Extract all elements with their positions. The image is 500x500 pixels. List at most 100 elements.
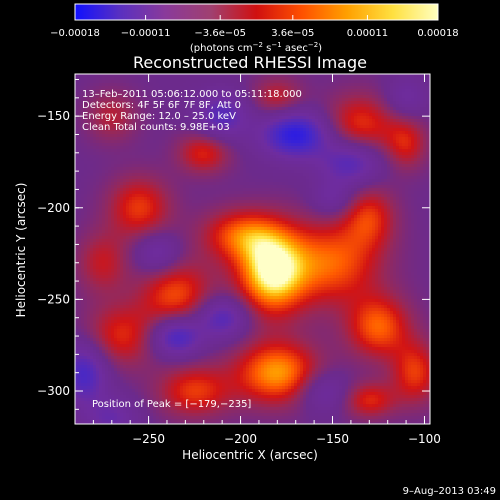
heatmap-cell xyxy=(186,92,190,96)
heatmap-cell xyxy=(90,353,94,357)
heatmap-cell xyxy=(90,83,94,87)
heatmap-cell xyxy=(183,191,187,195)
heatmap-cell xyxy=(174,353,178,357)
heatmap-cell xyxy=(171,380,175,384)
heatmap-cell xyxy=(132,89,136,93)
heatmap-cell xyxy=(198,101,202,105)
heatmap-cell xyxy=(99,254,103,258)
heatmap-cell xyxy=(141,86,145,90)
heatmap-cell xyxy=(162,122,166,126)
heatmap-cell xyxy=(141,389,145,393)
heatmap-cell xyxy=(126,77,130,81)
heatmap-cell xyxy=(105,320,109,324)
heatmap-cell xyxy=(192,386,196,390)
heatmap-cell xyxy=(99,314,103,318)
heatmap-cell xyxy=(159,251,163,255)
heatmap-cell xyxy=(105,95,109,99)
heatmap-cell xyxy=(189,170,193,174)
heatmap-cell xyxy=(81,287,85,291)
heatmap-cell xyxy=(84,296,88,300)
heatmap-cell xyxy=(201,227,205,231)
heatmap-cell xyxy=(123,416,127,420)
heatmap-cell xyxy=(132,248,136,252)
heatmap-cell xyxy=(162,158,166,162)
heatmap-cell xyxy=(78,227,82,231)
heatmap-cell xyxy=(156,98,160,102)
heatmap-cell xyxy=(120,209,124,213)
heatmap-cell xyxy=(81,395,85,399)
heatmap-cell xyxy=(165,413,169,417)
heatmap-cell xyxy=(189,140,193,144)
heatmap-cell xyxy=(159,299,163,303)
heatmap-cell xyxy=(90,149,94,153)
heatmap-cell xyxy=(117,146,121,150)
heatmap-cell xyxy=(96,221,100,225)
heatmap-cell xyxy=(189,314,193,318)
heatmap-cell xyxy=(90,146,94,150)
heatmap-cell xyxy=(123,185,127,189)
heatmap-cell xyxy=(138,335,142,339)
heatmap-cell xyxy=(144,347,148,351)
heatmap-cell xyxy=(177,320,181,324)
heatmap-cell xyxy=(84,404,88,408)
heatmap-cell xyxy=(132,122,136,126)
heatmap-cell xyxy=(147,311,151,315)
heatmap-cell xyxy=(126,329,130,333)
heatmap-cell xyxy=(96,173,100,177)
heatmap-cell xyxy=(186,386,190,390)
heatmap-cell xyxy=(144,104,148,108)
heatmap-cell xyxy=(126,332,130,336)
heatmap-cell xyxy=(165,164,169,168)
heatmap-cell xyxy=(174,89,178,93)
heatmap-cell xyxy=(75,143,79,147)
heatmap-cell xyxy=(123,233,127,237)
heatmap-cell xyxy=(156,413,160,417)
heatmap-cell xyxy=(90,398,94,402)
heatmap-cell xyxy=(87,125,91,129)
heatmap-cell xyxy=(93,311,97,315)
heatmap-cell xyxy=(177,131,181,135)
heatmap-cell xyxy=(90,317,94,321)
heatmap-cell xyxy=(183,239,187,243)
heatmap-cell xyxy=(153,293,157,297)
heatmap-cell xyxy=(150,419,154,423)
heatmap-cell xyxy=(138,407,142,411)
heatmap-cell xyxy=(177,314,181,318)
heatmap-cell xyxy=(90,410,94,414)
heatmap-cell xyxy=(201,158,205,162)
heatmap-cell xyxy=(129,230,133,234)
heatmap-cell xyxy=(153,128,157,132)
heatmap-cell xyxy=(186,119,190,123)
heatmap-cell xyxy=(189,269,193,273)
heatmap-cell xyxy=(132,233,136,237)
heatmap-cell xyxy=(141,362,145,366)
heatmap-cell xyxy=(150,290,154,294)
heatmap-cell xyxy=(117,332,121,336)
heatmap-cell xyxy=(114,95,118,99)
heatmap-cell xyxy=(120,245,124,249)
heatmap-cell xyxy=(99,353,103,357)
heatmap-cell xyxy=(162,140,166,144)
heatmap-cell xyxy=(108,149,112,153)
heatmap-cell xyxy=(81,107,85,111)
heatmap-cell xyxy=(99,128,103,132)
heatmap-cell xyxy=(201,215,205,219)
heatmap-cell xyxy=(138,191,142,195)
heatmap-cell xyxy=(198,398,202,402)
heatmap-cell xyxy=(186,362,190,366)
heatmap-cell xyxy=(153,290,157,294)
heatmap-cell xyxy=(159,101,163,105)
heatmap-cell xyxy=(123,320,127,324)
heatmap-cell xyxy=(117,245,121,249)
heatmap-cell xyxy=(192,155,196,159)
heatmap-cell xyxy=(132,305,136,309)
heatmap-cell xyxy=(198,338,202,342)
heatmap-cell xyxy=(117,254,121,258)
heatmap-cell xyxy=(159,272,163,276)
heatmap-cell xyxy=(138,260,142,264)
heatmap-cell xyxy=(132,347,136,351)
heatmap-cell xyxy=(153,308,157,312)
heatmap-cell xyxy=(126,221,130,225)
heatmap-cell xyxy=(141,233,145,237)
heatmap-cell xyxy=(102,119,106,123)
